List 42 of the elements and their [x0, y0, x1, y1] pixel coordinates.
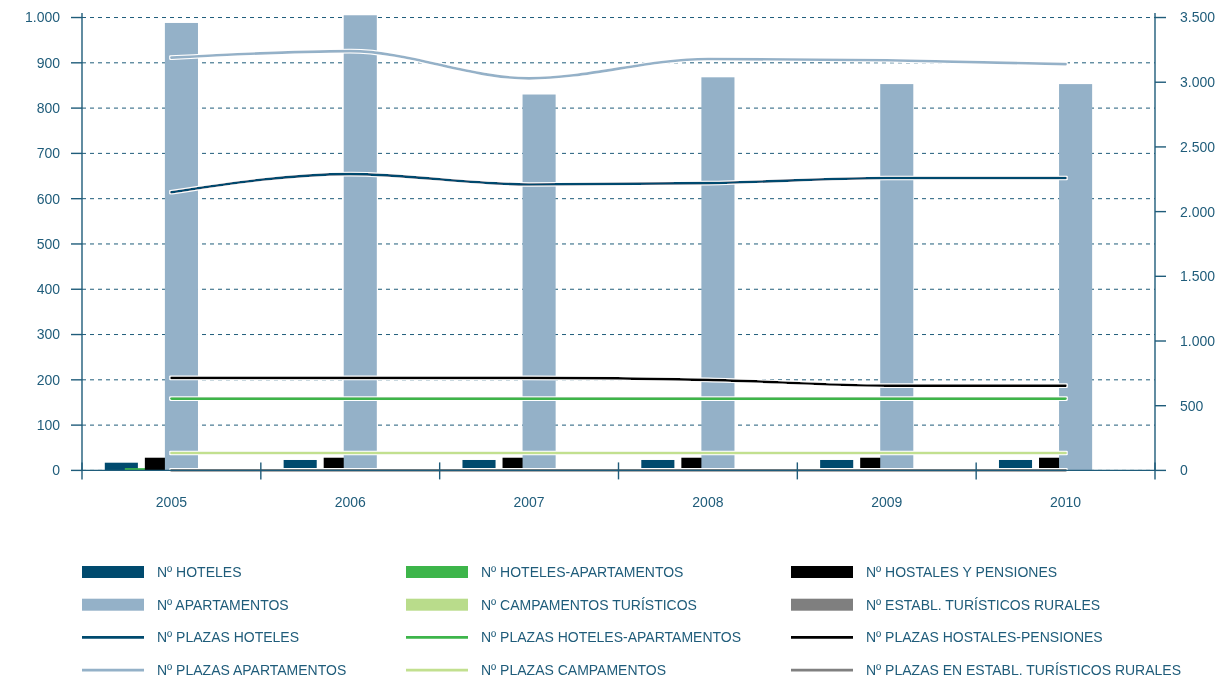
y-tick-label: 700 [36, 145, 61, 162]
x-tick-label: 2006 [334, 494, 367, 510]
y2-tick-label: 2.000 [1180, 203, 1216, 220]
legend-label: Nº PLAZAS EN ESTABL. TURÍSTICOS RURALES [866, 662, 1182, 678]
y2-tick-label: 2.500 [1180, 138, 1216, 155]
x-tick-label: 2005 [155, 494, 188, 510]
legend-label: Nº HOSTALES Y PENSIONES [866, 563, 1058, 580]
x-tick-label: 2007 [513, 494, 545, 510]
legend-label: Nº PLAZAS HOSTALES-PENSIONES [866, 629, 1103, 646]
y2-tick-label: 3.500 [1180, 9, 1216, 26]
y-tick-label: 100 [36, 417, 61, 434]
y2-tick-label: 1.000 [1180, 332, 1216, 349]
y-tick-label: 200 [36, 371, 61, 388]
legend-label: Nº PLAZAS APARTAMENTOS [157, 662, 347, 678]
legend-label: Nº PLAZAS HOTELES-APARTAMENTOS [481, 629, 742, 646]
y-tick-label: 0 [52, 462, 61, 479]
legend-label: Nº HOTELES [157, 563, 242, 580]
x-tick-label: 2008 [692, 494, 724, 510]
y2-tick-label: 0 [1180, 462, 1188, 479]
legend-label: Nº HOTELES-APARTAMENTOS [481, 563, 684, 580]
bar [880, 84, 914, 471]
y-tick-label: 1.000 [24, 9, 61, 26]
legend-label: Nº PLAZAS CAMPAMENTOS [481, 662, 667, 678]
y-tick-label: 400 [36, 281, 61, 298]
y-tick-label: 300 [36, 326, 61, 343]
legend-label: Nº ESTABL. TURÍSTICOS RURALES [866, 596, 1101, 613]
line-series [170, 172, 1067, 194]
bar [1059, 84, 1093, 471]
y-tick-label: 600 [36, 190, 61, 207]
y-tick-label: 500 [36, 235, 61, 252]
y2-tick-label: 1.500 [1180, 268, 1216, 285]
x-tick-label: 2010 [1050, 494, 1082, 510]
bar [522, 94, 556, 471]
legend-label: Nº APARTAMENTOS [157, 596, 289, 613]
legend-label: Nº CAMPAMENTOS TURÍSTICOS [481, 596, 697, 613]
y-tick-label: 800 [36, 100, 61, 116]
y2-tick-label: 3.000 [1180, 74, 1216, 91]
bar [701, 77, 735, 471]
x-tick-label: 2009 [871, 494, 903, 510]
legend-label: Nº PLAZAS HOTELES [157, 629, 300, 646]
y2-tick-label: 500 [1180, 397, 1204, 414]
y-tick-label: 900 [36, 54, 61, 71]
